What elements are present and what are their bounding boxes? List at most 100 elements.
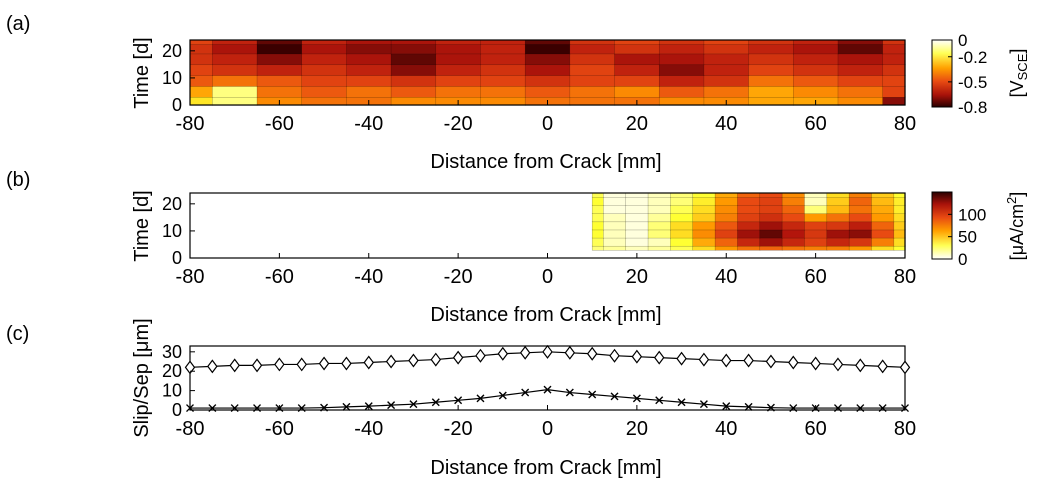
heatmap-cell (893, 196, 906, 206)
heatmap-cell (301, 74, 348, 87)
heatmap-cell (625, 192, 649, 198)
diamond-marker (363, 355, 374, 370)
heatmap-cell (212, 74, 258, 87)
x-marker (677, 398, 686, 407)
heatmap-cell (848, 213, 873, 223)
y-tick-label: 20 (162, 194, 182, 214)
panel-a: (a) Time [d] 0 10 20 -80 -60 -40 -20 0 20 40 60 80… (6, 13, 1030, 173)
heatmap-cell (826, 196, 850, 206)
diamond-marker (296, 357, 307, 372)
heatmap-cell (759, 221, 783, 231)
x-marker (297, 404, 306, 413)
heatmap-cell (614, 85, 660, 98)
heatmap-cell (793, 85, 839, 98)
heatmap-cell (670, 196, 694, 206)
x-marker (766, 403, 775, 412)
heatmap-cell (480, 64, 526, 76)
heatmap-cell (848, 196, 873, 206)
heatmap-cell (591, 213, 605, 223)
x-marker (655, 396, 664, 405)
heatmap-cell (435, 43, 482, 55)
heatmap-cell (882, 43, 906, 55)
heatmap-cell (703, 64, 750, 76)
heatmap-cell (893, 213, 906, 223)
heatmap-cell (670, 229, 694, 239)
colorbar-tick-label: 50 (958, 228, 977, 247)
x-tick-label: -20 (444, 113, 473, 135)
diamond-marker (631, 349, 643, 364)
heatmap-cell (793, 53, 839, 66)
heatmap-cell (737, 196, 761, 206)
heatmap-cell (759, 192, 783, 198)
heatmap-cell (893, 204, 906, 214)
x-tick-label: 20 (626, 266, 648, 288)
x-tick-label: -80 (176, 266, 205, 288)
heatmap-cell (346, 64, 392, 76)
heatmap-cell (189, 53, 213, 66)
heatmap-cell (480, 53, 526, 66)
heatmap-cell (658, 96, 705, 106)
heatmap-cell (748, 96, 794, 106)
x-marker (253, 404, 262, 413)
heatmap-cell (703, 85, 750, 98)
heatmap-cell (692, 245, 716, 251)
heatmap-cell (569, 39, 616, 45)
heatmap-cell (189, 85, 213, 98)
heatmap-cell (871, 204, 895, 214)
heatmap-cell (837, 96, 884, 106)
x-marker (521, 388, 530, 397)
y-ticks-a: 0 10 20 (162, 41, 195, 115)
heatmap-cell (569, 85, 616, 98)
heatmap-cell (591, 196, 605, 206)
heatmap-cell (848, 229, 873, 239)
heatmap-cell (748, 39, 794, 45)
heatmap-cell (737, 229, 761, 239)
heatmap-cell (804, 196, 828, 206)
heatmap-cell (837, 53, 884, 66)
heatmap-cell (759, 245, 783, 251)
heatmap-cell (390, 64, 437, 76)
x-marker (565, 388, 574, 397)
heatmap-cell (893, 229, 906, 239)
x-marker (878, 404, 887, 413)
colorbar-tick-label: -0.2 (958, 48, 987, 67)
diamond-marker (698, 352, 710, 367)
heatmap-cell (692, 192, 716, 198)
x-tick-label: 40 (715, 113, 737, 135)
heatmap-cell (625, 229, 649, 239)
heatmap-cell (670, 221, 694, 231)
heatmap-cell (871, 192, 895, 198)
heatmap-cell (647, 196, 672, 206)
heatmap-cell (435, 85, 482, 98)
x-axis-label-c: Distance from Crack [mm] (430, 457, 661, 479)
colorbar-tick-label: 100 (958, 205, 986, 224)
heatmap-cell (781, 245, 806, 251)
diamond-marker (810, 356, 821, 371)
y-axis-label-b: Time [d] (131, 190, 153, 262)
colorbar-a-ticks: 0-0.2 -0.5 -0.8 (948, 31, 987, 117)
heatmap-cell (692, 229, 716, 239)
heatmap-cell (625, 245, 649, 251)
heatmap-cell (569, 64, 616, 76)
heatmap-cell (781, 213, 806, 223)
heatmap-cell (781, 192, 806, 198)
heatmap-cell (804, 221, 828, 231)
heatmap-cell (893, 221, 906, 231)
heatmap-cell (781, 204, 806, 214)
x-marker (230, 404, 239, 413)
x-tick-label: 60 (805, 418, 827, 440)
heatmap-cell (714, 192, 739, 198)
heatmap-cell (569, 43, 616, 55)
heatmap-cell (670, 204, 694, 214)
colorbar-tick-label: -0.5 (958, 73, 987, 92)
heatmap-cell (480, 85, 526, 98)
heatmap-cell (692, 213, 716, 223)
x-tick-label: 40 (715, 418, 737, 440)
heatmap-cell (435, 74, 482, 87)
heatmap-cell (748, 74, 794, 87)
heatmap-cell (670, 192, 694, 198)
heatmap-cell (714, 196, 739, 206)
heatmap-cell (256, 74, 303, 87)
